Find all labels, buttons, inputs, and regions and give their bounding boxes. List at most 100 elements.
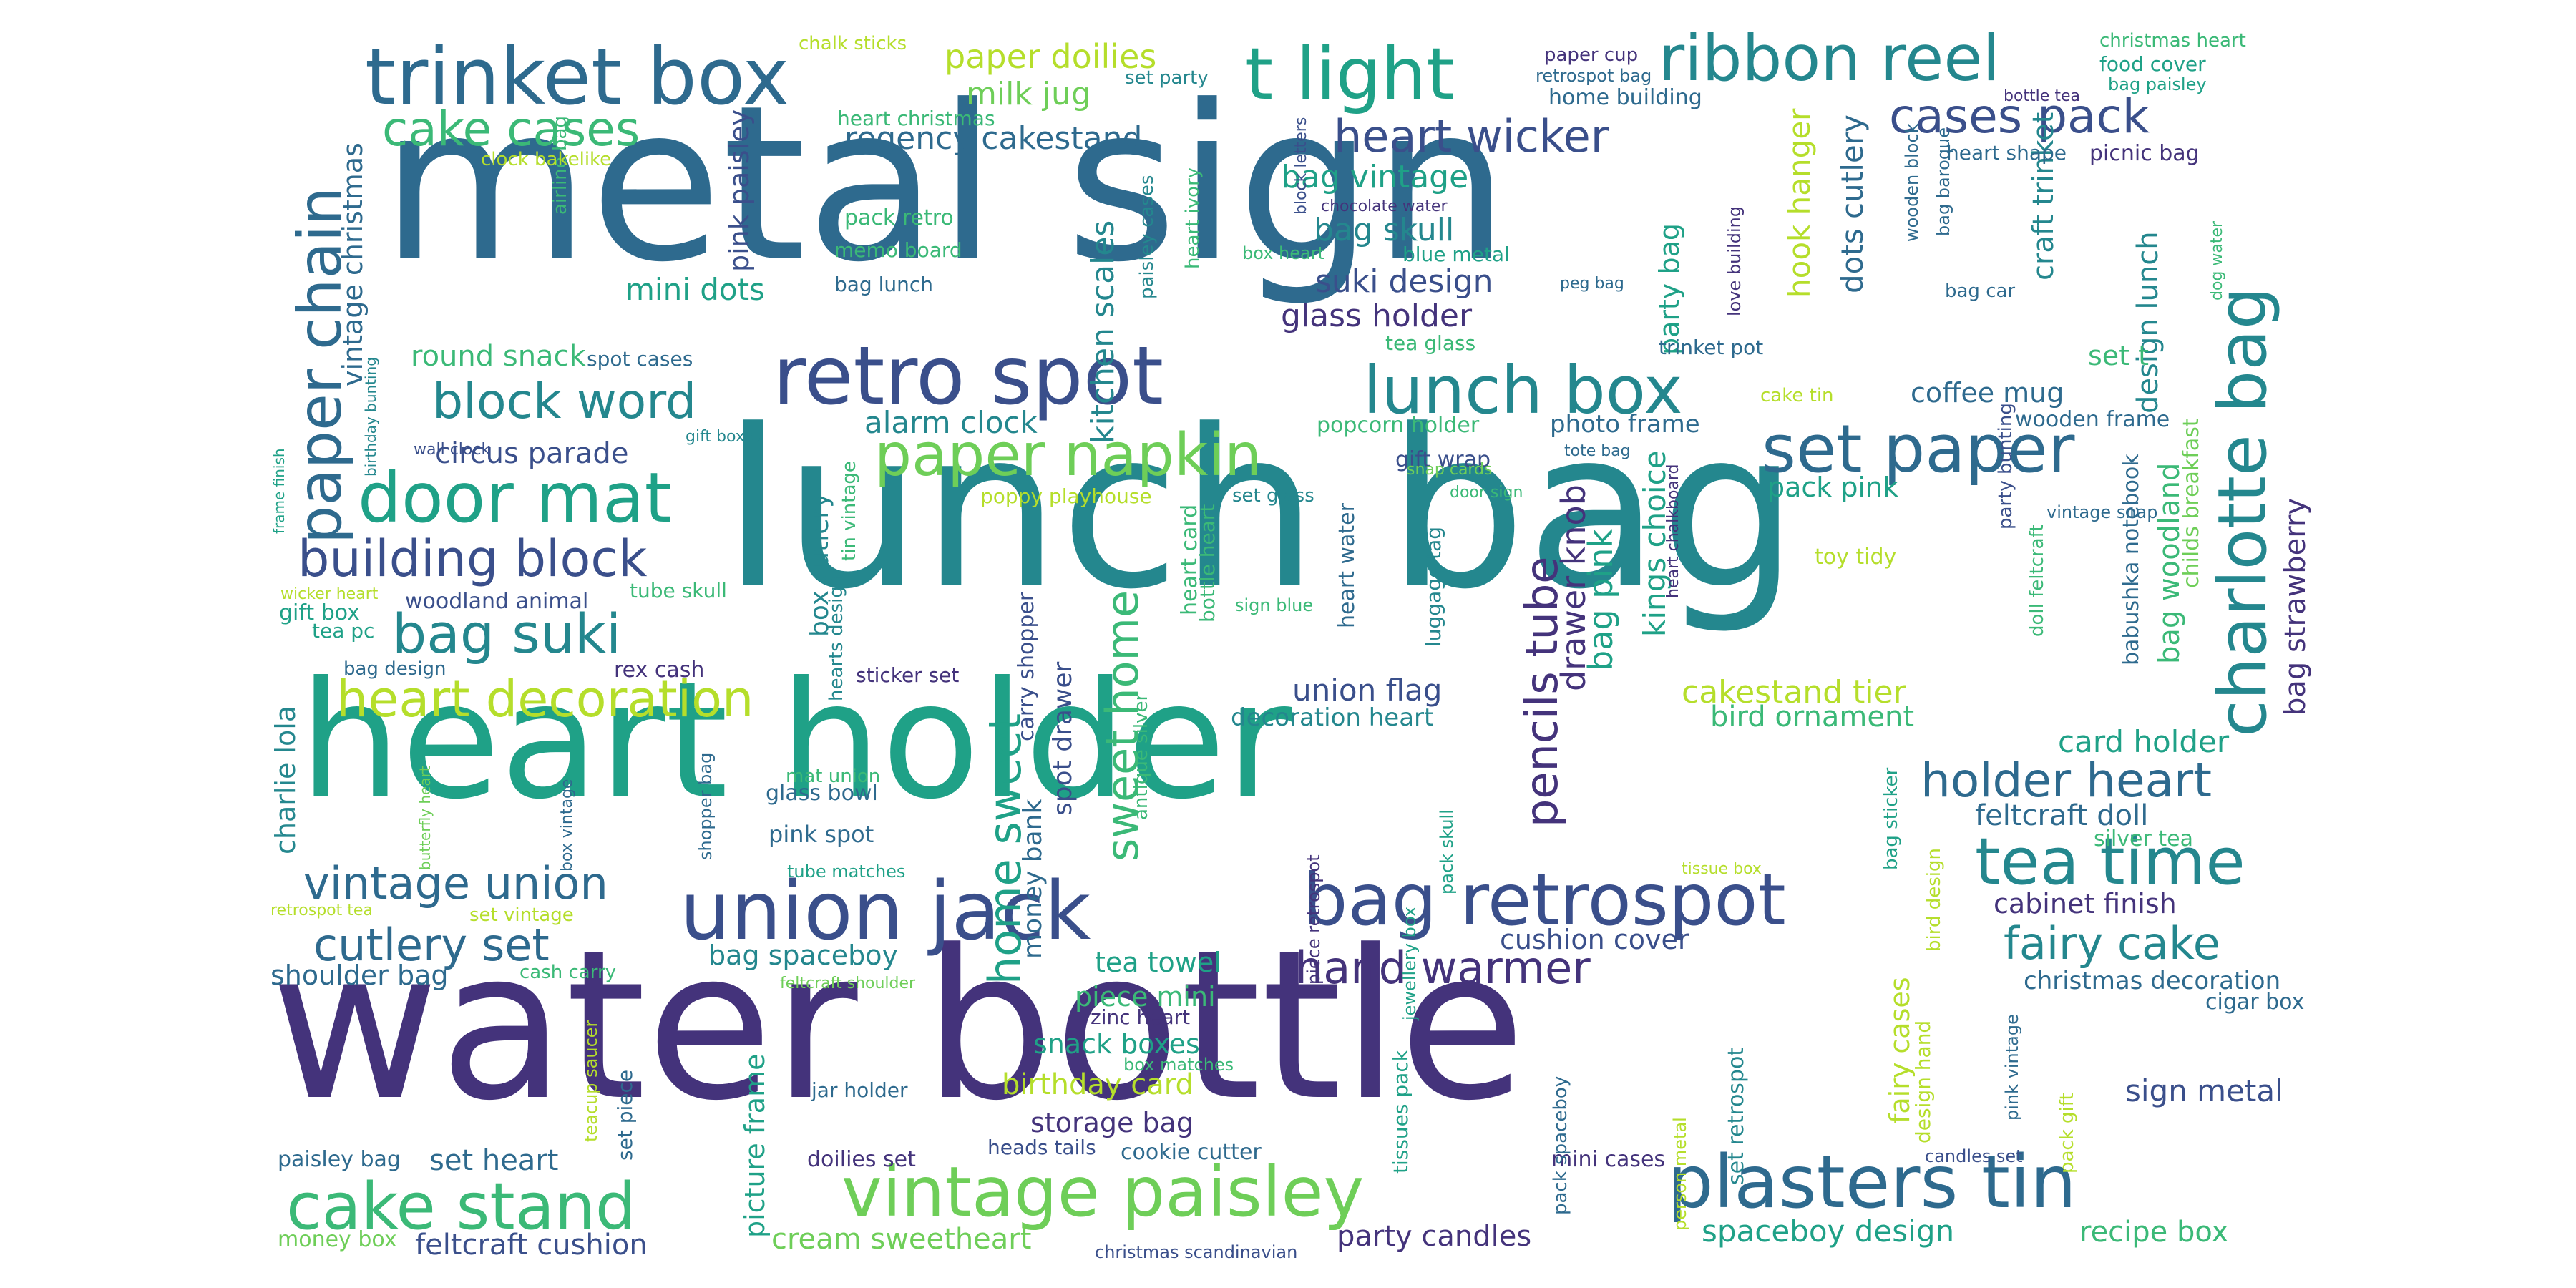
cloud-word: love building bbox=[1724, 205, 1745, 316]
cloud-word: blue metal bbox=[1402, 243, 1510, 266]
cloud-word: heart ivory bbox=[1182, 167, 1204, 269]
cloud-word: tissue box bbox=[1682, 860, 1762, 878]
cloud-word: wooden block bbox=[1902, 123, 1922, 242]
cloud-word: set paper bbox=[1762, 411, 2075, 487]
cloud-word: charlie lola bbox=[270, 705, 301, 854]
cloud-word: regency cakestand bbox=[844, 120, 1143, 157]
cloud-word: bottle heart bbox=[1196, 504, 1219, 623]
cloud-word: piece mini bbox=[1075, 981, 1216, 1013]
cloud-word: feltcraft doll bbox=[1975, 799, 2149, 832]
cloud-word: heart decoration bbox=[336, 670, 754, 728]
cloud-word: pack spaceboy bbox=[1550, 1075, 1571, 1215]
cloud-word: picnic bag bbox=[2089, 141, 2200, 166]
cloud-word: christmas heart bbox=[2099, 30, 2246, 52]
cloud-word: kitchen scales bbox=[1085, 220, 1121, 444]
cloud-word: wall clock bbox=[414, 441, 491, 459]
cloud-word: chalk sticks bbox=[799, 33, 907, 54]
cloud-word: craft trinket bbox=[2027, 112, 2060, 280]
cloud-word: heart chalkboard bbox=[1664, 464, 1682, 598]
cloud-word: cigar box bbox=[2205, 990, 2305, 1015]
cloud-word: bag baroque bbox=[1933, 127, 1953, 236]
cloud-word: tube skull bbox=[630, 579, 727, 602]
cloud-word: retrospot tea bbox=[270, 902, 373, 919]
cloud-word: bag vintage bbox=[1281, 159, 1469, 195]
cloud-word: paper napkin bbox=[874, 421, 1262, 489]
cloud-word: card holder bbox=[2058, 724, 2230, 759]
cloud-word: luggage tag bbox=[1422, 526, 1445, 647]
cloud-word: chocolate water bbox=[1321, 197, 1448, 215]
cloud-word: tote bag bbox=[1564, 442, 1631, 460]
cloud-word: recipe box bbox=[2079, 1216, 2229, 1249]
cloud-word: ribbon reel bbox=[1659, 21, 2000, 95]
cloud-word: box vintage bbox=[558, 779, 576, 872]
cloud-word: tea pc bbox=[312, 619, 375, 643]
cloud-word: bag retrospot bbox=[1302, 858, 1786, 942]
cloud-word: person metal bbox=[1670, 1117, 1690, 1231]
cloud-word: round snack bbox=[411, 340, 586, 373]
cloud-word: dog water bbox=[2208, 220, 2226, 301]
cloud-word: cookie cutter bbox=[1121, 1140, 1262, 1165]
cloud-word: heads tails bbox=[987, 1136, 1096, 1159]
cloud-word: cake stand bbox=[286, 1169, 637, 1244]
cloud-word: coffee mug bbox=[1911, 377, 2064, 409]
cloud-word: hook hanger bbox=[1782, 108, 1817, 298]
cloud-word: retrospot bag bbox=[1536, 66, 1652, 86]
cloud-word: set piece bbox=[613, 1069, 637, 1161]
cloud-word: metal sign bbox=[381, 59, 1510, 309]
cloud-word: doll feltcraft bbox=[2026, 524, 2048, 638]
cloud-word: spot cases bbox=[587, 347, 693, 371]
cloud-word: hearts design bbox=[826, 574, 847, 701]
cloud-word: mini cases bbox=[1551, 1147, 1666, 1172]
cloud-word: bag spaceboy bbox=[708, 940, 898, 971]
cloud-word: rex cash bbox=[614, 658, 705, 683]
cloud-word: wooden frame bbox=[2015, 407, 2170, 432]
cloud-word: bag design bbox=[343, 658, 447, 680]
cloud-word: jar holder bbox=[811, 1078, 908, 1102]
cloud-word: silver tea bbox=[2094, 826, 2193, 852]
cloud-word: party candles bbox=[1337, 1220, 1532, 1253]
cloud-word: bag sticker bbox=[1880, 767, 1902, 870]
cloud-word: cash carry bbox=[519, 962, 617, 983]
cloud-word: trinket box bbox=[365, 31, 790, 122]
cloud-word: paper cup bbox=[1544, 44, 1639, 66]
cloud-word: box heart bbox=[1242, 243, 1324, 263]
cloud-word: tube matches bbox=[787, 862, 906, 882]
cloud-word: pack pink bbox=[1767, 472, 1899, 503]
cloud-word: heart christmas bbox=[837, 107, 995, 130]
cloud-word: set party bbox=[1125, 67, 1209, 89]
cloud-word: bag suki bbox=[392, 602, 622, 665]
cloud-word: holder heart bbox=[1921, 753, 2212, 808]
cloud-word: heart shape bbox=[1946, 141, 2067, 165]
cloud-word: lunch box bbox=[1363, 352, 1683, 429]
cloud-word: door mat bbox=[358, 458, 672, 538]
cloud-word: hand warmer bbox=[1295, 942, 1591, 994]
cloud-word: paisley cases bbox=[1136, 175, 1158, 299]
cloud-word: picture frame bbox=[739, 1053, 771, 1238]
cloud-word: pack skull bbox=[1437, 809, 1457, 894]
cloud-word: storage bag bbox=[1030, 1107, 1194, 1138]
cloud-word: bag paisley bbox=[2108, 74, 2207, 94]
cloud-word: teacup saucer bbox=[581, 1020, 601, 1142]
cloud-word: union flag bbox=[1292, 673, 1443, 708]
cloud-word: dots cutlery bbox=[1835, 114, 1870, 293]
cloud-word: piece retrospot bbox=[1304, 854, 1324, 985]
cloud-word: frame finish bbox=[270, 448, 288, 534]
cloud-word: heart holder bbox=[299, 648, 1292, 835]
cloud-word: retro spot bbox=[773, 330, 1163, 423]
cloud-word: charlotte bag bbox=[2204, 286, 2282, 738]
cloud-word: peg bag bbox=[1560, 275, 1624, 293]
cloud-word: mat union bbox=[786, 766, 881, 787]
cloud-word: set t bbox=[2088, 340, 2150, 371]
cloud-word: sign blue bbox=[1235, 595, 1314, 615]
cloud-word: bird design bbox=[1923, 848, 1945, 952]
cloud-word: feltcraft cushion bbox=[415, 1229, 648, 1262]
cloud-word: plasters tin bbox=[1667, 1140, 2077, 1225]
cloud-word: candles set bbox=[1925, 1146, 2023, 1166]
cloud-word: memo board bbox=[834, 238, 962, 262]
cloud-word: design lunch bbox=[2132, 231, 2165, 414]
cloud-word: bag car bbox=[1945, 280, 2016, 302]
cloud-word: t light bbox=[1245, 32, 1455, 116]
cloud-word: set glass bbox=[1232, 485, 1314, 507]
cloud-word: block letters bbox=[1292, 117, 1310, 215]
cloud-word: paper doilies bbox=[945, 37, 1157, 76]
